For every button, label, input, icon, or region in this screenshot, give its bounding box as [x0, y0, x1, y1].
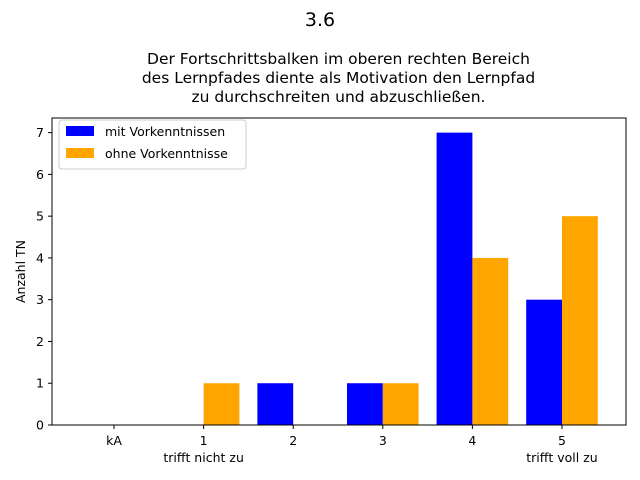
y-tick-label: 1 — [36, 376, 44, 391]
chart-title-line-1: Der Fortschrittsbalken im oberen rechten… — [147, 50, 530, 68]
legend-label-ohne: ohne Vorkenntnisse — [105, 146, 228, 161]
figure-suptitle: 3.6 — [305, 9, 335, 31]
x-axis-ticks: kA 1 trifft nicht zu 2 3 4 5 trifft voll zu — [106, 425, 598, 465]
bar-mit-4 — [436, 132, 473, 425]
plot-frame — [51, 117, 627, 426]
x-tick-label: 2 — [289, 433, 297, 448]
legend-swatch-ohne — [66, 148, 94, 158]
x-tick-sublabel: trifft nicht zu — [163, 450, 244, 465]
x-tick-label: 4 — [468, 433, 476, 448]
y-tick-label: 7 — [36, 125, 44, 140]
bars-layer — [203, 132, 598, 425]
y-axis-ticks: 0 1 2 3 4 5 6 7 — [36, 125, 52, 433]
y-tick-label: 4 — [36, 250, 44, 265]
bar-ohne-5 — [562, 216, 598, 425]
legend-swatch-mit — [66, 126, 94, 136]
bar-mit-3 — [347, 383, 383, 425]
chart-title-line-2: des Lernpfades diente als Motivation den… — [142, 69, 535, 87]
bar-ohne-4 — [472, 257, 509, 425]
legend: mit Vorkenntnissen ohne Vorkenntnisse — [58, 119, 247, 170]
y-tick-label: 5 — [36, 209, 44, 224]
x-tick-sublabel: trifft voll zu — [526, 450, 597, 465]
y-tick-label: 0 — [36, 418, 44, 433]
x-tick-label: 1 — [200, 433, 208, 448]
y-tick-label: 2 — [36, 334, 44, 349]
x-tick-label: 3 — [379, 433, 387, 448]
y-tick-label: 6 — [36, 167, 44, 182]
y-axis-label: Anzahl TN — [13, 240, 28, 303]
chart-title-line-3: zu durchschreiten und abzuschließen. — [192, 88, 486, 106]
legend-label-mit: mit Vorkenntnissen — [105, 124, 225, 139]
bar-mit-5 — [526, 299, 562, 425]
legend-box — [58, 119, 247, 170]
x-tick-label: kA — [106, 433, 122, 448]
x-tick-label: 5 — [558, 433, 566, 448]
bar-ohne-1 — [203, 383, 240, 425]
bar-ohne-3 — [382, 383, 419, 425]
y-tick-label: 3 — [36, 292, 44, 307]
bar-mit-2 — [257, 383, 294, 425]
